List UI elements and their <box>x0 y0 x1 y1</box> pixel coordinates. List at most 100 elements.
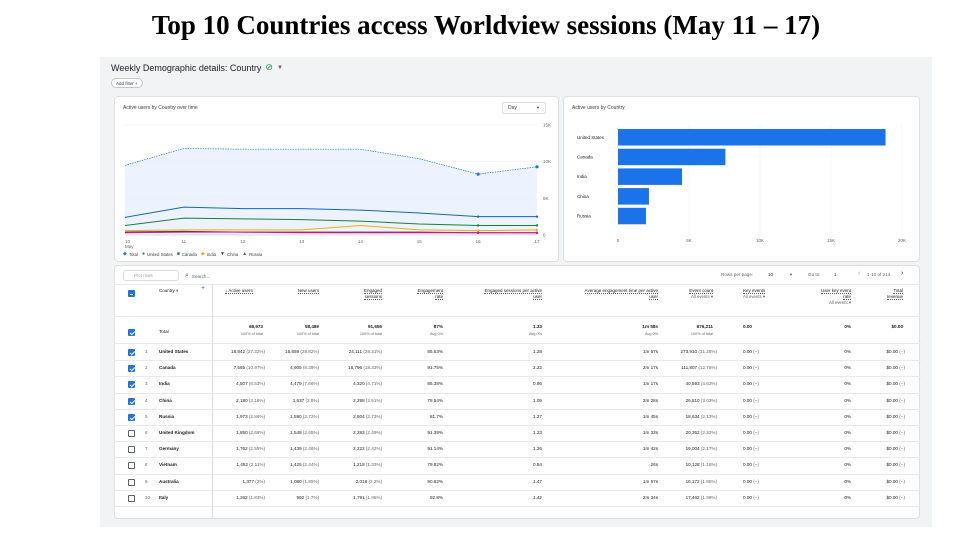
goto-input[interactable]: 1 <box>834 272 837 277</box>
legend-united-states[interactable]: ● United States <box>141 251 173 257</box>
row-new-users: 4,905 (8.39%) <box>290 365 319 371</box>
add-filter-button[interactable]: Add filter + <box>111 78 143 88</box>
row-engaged-sessions: 24,111 (26.31%) <box>348 349 382 354</box>
slide-title: Top 10 Countries access Worldview sessio… <box>151 10 821 40</box>
row-rank: 3 <box>145 381 148 387</box>
row-country[interactable]: Italy <box>159 494 169 500</box>
legend-canada[interactable]: ■ Canada <box>176 251 197 257</box>
chevron-down-icon[interactable]: ▼ <box>276 64 283 71</box>
col-event-count[interactable]: Event count All events ▾ <box>689 288 713 299</box>
col-key-event-rate[interactable]: User key event rate All events ▾ <box>820 288 851 305</box>
dimension-select[interactable]: Country ▾ <box>159 288 179 293</box>
row-checkbox[interactable] <box>128 430 135 437</box>
x-tick-label: 0 <box>617 238 620 243</box>
category-label: Russia <box>577 214 591 219</box>
row-country[interactable]: United States <box>159 349 189 354</box>
row-new-users: 1,548 (2.65%) <box>290 430 319 435</box>
rows-per-page-select[interactable]: 10 <box>768 272 774 277</box>
col-active-users[interactable]: ↓ Active users <box>225 288 253 294</box>
row-engagement-rate: 91.39% <box>427 430 443 435</box>
column-divider <box>212 284 213 518</box>
x-tick-label: 5K <box>686 238 692 243</box>
row-engagement-rate: 85.53% <box>427 349 443 354</box>
total-engaged-per-user-sub: Avg 0% <box>528 332 542 336</box>
category-label: India <box>577 174 587 179</box>
row-new-users: 1,637 (2.8%) <box>292 397 319 403</box>
data-point <box>476 231 480 234</box>
row-key-events: 0.00 (−) <box>743 462 759 468</box>
row-country[interactable]: Vietnam <box>159 462 177 468</box>
row-event-count: 40,593 (4.63%) <box>685 381 717 387</box>
row-checkbox[interactable] <box>128 478 135 486</box>
col-engaged-sessions[interactable]: Engaged sessions <box>363 288 382 300</box>
row-checkbox[interactable] <box>128 494 135 502</box>
total-checkbox[interactable] <box>128 329 135 336</box>
row-checkbox[interactable] <box>128 381 135 389</box>
legend-total[interactable]: ◆ Total <box>123 251 138 257</box>
total-event-count: 876,211 <box>696 324 713 329</box>
total-engaged-sessions-sub: 100% of total <box>359 332 382 336</box>
row-key-rate: 0% <box>844 430 851 435</box>
row-avg-time: 1m 33s <box>642 430 658 435</box>
x-tick-label: 20K <box>898 238 906 243</box>
data-point <box>476 215 480 218</box>
row-engaged-per-user: 1.28 <box>533 349 542 354</box>
col-engaged-per-user[interactable]: Engaged sessions per active user <box>484 288 542 300</box>
row-key-rate: 0% <box>844 494 851 500</box>
legend-russia[interactable]: ▲ Russia <box>242 251 263 257</box>
row-rank: 1 <box>145 349 148 354</box>
line-chart-legend: ◆ Total ● United States ■ Canada ◆ India ▼ Ch… <box>123 251 262 257</box>
row-checkbox[interactable] <box>128 397 135 405</box>
data-point <box>535 165 539 169</box>
row-revenue: $0.00 (−) <box>886 430 905 435</box>
total-engagement-rate-sub: Avg 0% <box>429 332 443 336</box>
col-avg-engagement-time[interactable]: Average engagement time per active user <box>584 288 658 300</box>
chevron-right-icon[interactable]: › <box>901 270 904 277</box>
legend-india[interactable]: ◆ India <box>200 251 217 257</box>
row-checkbox[interactable] <box>128 365 135 373</box>
row-event-count: 26,510 (3.03%) <box>685 397 717 403</box>
col-key-events[interactable]: Key events All events ▾ <box>743 288 766 299</box>
row-avg-time: 2m 28s <box>642 397 658 403</box>
granularity-select[interactable]: Day ▼ <box>502 102 546 114</box>
col-new-users[interactable]: New users <box>297 288 319 294</box>
row-checkbox[interactable] <box>128 462 135 470</box>
x-tick-label: 15K <box>827 238 835 243</box>
row-checkbox[interactable] <box>128 349 135 356</box>
plot-rows-button[interactable]: Plot rows <box>123 270 179 281</box>
row-event-count: 18,634 (2.13%) <box>685 413 717 419</box>
row-country[interactable]: India <box>159 381 170 387</box>
row-country[interactable]: Russia <box>159 413 175 419</box>
legend-china[interactable]: ▼ China <box>220 251 239 257</box>
col-engagement-rate[interactable]: Engagement rate <box>417 288 443 300</box>
row-checkbox[interactable] <box>128 446 135 454</box>
add-dimension-icon[interactable]: + <box>201 285 206 292</box>
total-engagement-rate: 87% <box>433 324 443 329</box>
row-country[interactable]: Canada <box>159 365 176 371</box>
x-tick-label: 17 <box>534 239 540 244</box>
chevron-down-icon[interactable]: ▼ <box>789 272 793 277</box>
total-revenue: $0.00 <box>891 324 904 329</box>
row-checkbox[interactable] <box>128 413 135 421</box>
check-circle-icon[interactable]: ⊘ <box>265 62 273 72</box>
search-input[interactable]: Search... <box>191 273 211 279</box>
chevron-down-icon: ▾ <box>176 288 179 293</box>
row-event-count: 19,004 (2.17%) <box>685 446 717 452</box>
total-avg-time: 1m 58s <box>642 324 658 329</box>
row-new-users: 1,080 (1.85%) <box>290 478 319 484</box>
row-country[interactable]: United Kingdom <box>159 430 195 435</box>
row-active-users: 1,377 (2%) <box>242 478 265 484</box>
col-total-revenue[interactable]: Total revenue <box>886 288 903 300</box>
row-key-events: 0.00 (−) <box>743 413 759 419</box>
row-key-events: 0.00 (−) <box>743 365 759 371</box>
data-point <box>535 215 539 218</box>
select-all-checkbox[interactable] <box>128 290 135 297</box>
row-country[interactable]: Germany <box>159 446 179 452</box>
chevron-left-icon[interactable]: ‹ <box>858 270 861 277</box>
x-tick-label: 15 <box>417 239 423 244</box>
search-box[interactable]: ⌕ Search... <box>185 272 210 280</box>
row-country[interactable]: Australia <box>159 478 179 484</box>
row-active-users: 1,973 (2.86%) <box>236 413 265 419</box>
row-new-users: 1,425 (2.44%) <box>290 462 319 468</box>
row-country[interactable]: China <box>159 397 172 403</box>
